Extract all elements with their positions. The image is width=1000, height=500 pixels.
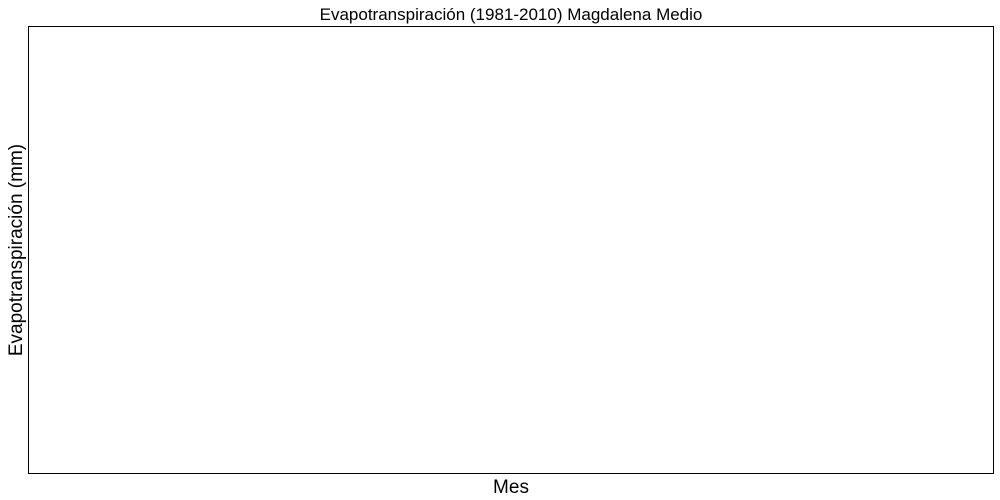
- y-axis-label: Evapotranspiración (mm): [6, 144, 27, 356]
- plot-area: [28, 26, 994, 474]
- x-axis-label: Mes: [493, 477, 529, 498]
- chart-title: Evapotranspiración (1981-2010) Magdalena…: [320, 5, 703, 24]
